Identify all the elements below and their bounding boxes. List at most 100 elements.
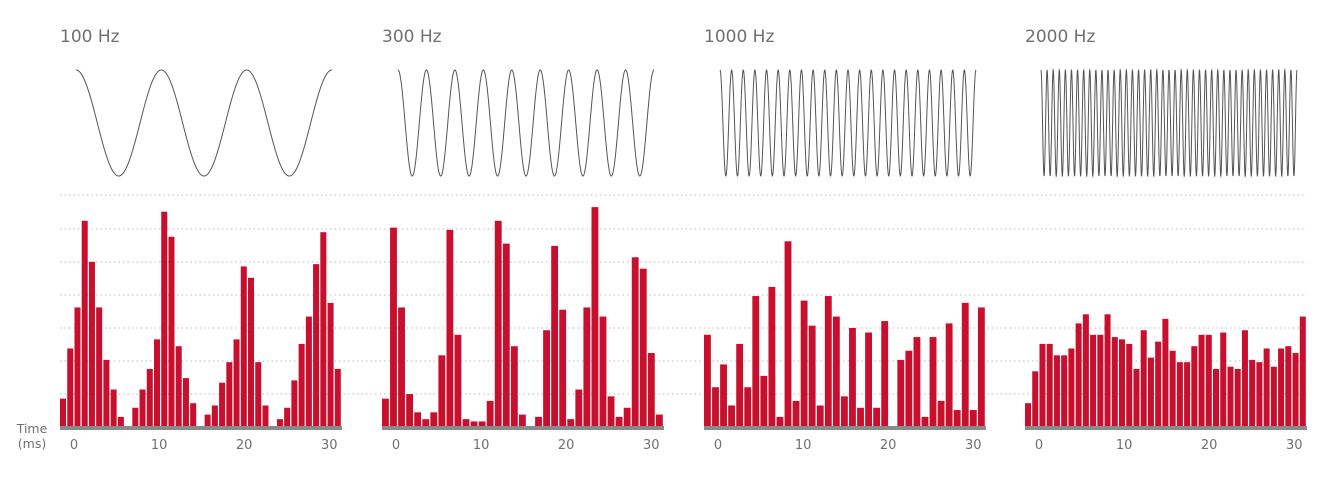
stimulus-waveform (719, 69, 977, 177)
histogram-bar (832, 316, 840, 426)
histogram-bar (953, 410, 961, 426)
stimulus-waveform (397, 69, 655, 177)
histogram-bar (583, 307, 591, 426)
histogram-bar (1176, 362, 1183, 426)
histogram-bar (1104, 314, 1111, 426)
x-tick-label: 30 (1286, 438, 1303, 453)
x-tick-label: 30 (965, 438, 982, 453)
x-tick-label: 10 (473, 438, 490, 453)
histogram-bar (334, 369, 341, 426)
x-tick-label: 0 (714, 438, 722, 453)
histogram-bar (599, 316, 607, 426)
histogram-bar (639, 268, 647, 426)
histogram-bar (103, 359, 110, 426)
histogram-bar (752, 296, 760, 426)
histogram-bar (857, 407, 864, 426)
histogram-bar (655, 414, 663, 426)
histogram-bar (1097, 334, 1104, 426)
histogram-bar (824, 296, 832, 426)
panel-title: 100 Hz (60, 27, 120, 47)
histogram-bar (139, 389, 146, 426)
histogram-bar (615, 416, 623, 426)
histogram-bar (313, 264, 320, 426)
histogram-bar (1126, 343, 1133, 426)
histogram-bar (1220, 332, 1227, 426)
histogram-bar (518, 414, 526, 426)
histogram-bar (535, 416, 542, 426)
histogram-bar (60, 398, 67, 426)
histogram-bar (736, 343, 744, 426)
histogram-bar (305, 316, 312, 426)
histogram-bar (631, 257, 639, 426)
histogram-bar (865, 332, 872, 426)
histogram-bar (219, 382, 226, 426)
histogram-bar (255, 362, 262, 426)
x-axis-label-ms: (ms) (18, 436, 46, 451)
histogram-bar (161, 211, 168, 426)
histogram-bar (808, 325, 816, 426)
histogram-bar (607, 396, 615, 426)
histogram-bar (454, 334, 462, 426)
panel-title: 2000 Hz (1025, 27, 1095, 47)
histogram-bar (1184, 362, 1191, 426)
x-axis-line (382, 426, 664, 430)
histogram-bar (240, 266, 247, 426)
histogram-bar (704, 334, 711, 426)
histogram-bar (276, 419, 283, 426)
histogram-bar (1191, 346, 1198, 426)
histogram-bar (262, 405, 269, 426)
x-axis-label-time: Time (16, 421, 48, 436)
histogram-bar (382, 398, 389, 426)
histogram-bar (1068, 348, 1075, 426)
histogram-bar (921, 416, 929, 426)
histogram-bar (154, 339, 161, 426)
x-axis-line (60, 426, 342, 430)
histogram-bar (712, 387, 719, 426)
histogram-bar (816, 405, 824, 426)
histogram-bar (1241, 330, 1248, 426)
histogram-bar (406, 394, 414, 426)
histogram-bar (961, 302, 969, 426)
histogram-bar (1140, 330, 1147, 426)
x-axis-label: Time (ms) (16, 421, 48, 451)
histogram-bar (398, 307, 405, 426)
histogram-bar (117, 416, 124, 426)
histogram-bar (327, 302, 334, 426)
histogram-bar (175, 346, 182, 426)
gridlines (60, 194, 1307, 395)
histogram-bar (1256, 362, 1263, 426)
histogram-bar (1292, 353, 1299, 426)
panel-1000-hz: 1000 Hz 0 10 20 30 (704, 27, 986, 453)
histogram-bar (905, 350, 913, 426)
x-tick-label: 0 (70, 438, 78, 453)
histogram-bar (1249, 359, 1256, 426)
histogram-bar (438, 355, 446, 426)
panel-2000-hz: 2000 Hz 0 10 20 30 (1025, 27, 1307, 453)
histogram-bar (390, 227, 397, 426)
x-tick-label: 30 (643, 438, 660, 453)
x-tick-label: 20 (558, 438, 575, 453)
x-axis-line (704, 426, 986, 430)
x-tick-label: 20 (1201, 438, 1218, 453)
histogram-bar (591, 207, 599, 426)
histogram-bar (1278, 348, 1285, 426)
histogram-bar (510, 346, 518, 426)
histogram-bar (1205, 334, 1212, 426)
histogram-bar (67, 348, 74, 426)
histogram-bar (96, 307, 103, 426)
histogram-bar (929, 337, 937, 426)
histogram-bar (74, 307, 81, 426)
histogram-bar (760, 375, 768, 426)
histogram-bar (623, 407, 631, 426)
histogram-bar (110, 389, 117, 426)
x-tick-label: 10 (795, 438, 812, 453)
histogram-bar (1075, 323, 1082, 426)
histogram-bar (1227, 366, 1234, 426)
histogram-bar (1090, 334, 1097, 426)
histogram-bar (1061, 355, 1068, 426)
histogram-bar (849, 327, 856, 426)
histogram-bar (1285, 346, 1292, 426)
histogram-bar (248, 277, 255, 426)
